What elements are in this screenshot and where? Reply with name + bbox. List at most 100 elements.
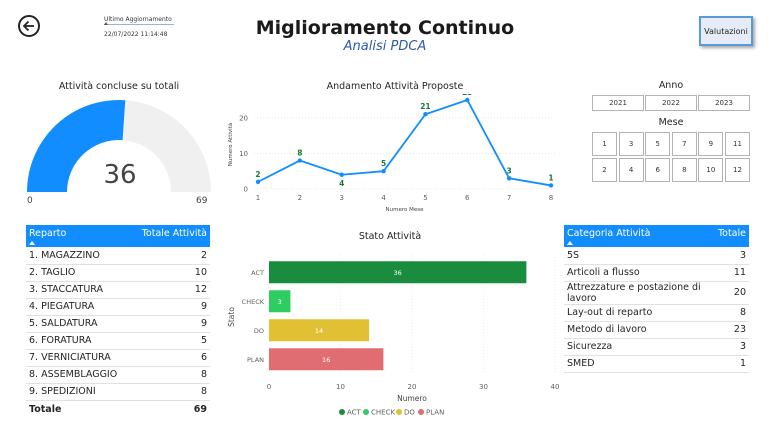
- line-point[interactable]: [548, 183, 554, 188]
- line-data-label: 2: [255, 170, 260, 179]
- mese-option[interactable]: 9: [698, 132, 724, 156]
- categoria-row-label: Attrezzature e postazione di lavoro: [564, 281, 715, 305]
- line-y-tick: 0: [244, 186, 248, 194]
- reparto-row-value: 6: [130, 349, 210, 367]
- categoria-row[interactable]: Sicurezza 3: [564, 338, 749, 356]
- bar-chart-title: Stato Attività: [358, 231, 422, 242]
- reparto-row[interactable]: 6. FORATURA 5: [26, 332, 210, 350]
- gauge-max: 69: [196, 196, 208, 206]
- reparto-table: Reparto Totale Attività 1. MAGAZZINO 2 2. …: [26, 225, 210, 418]
- legend-marker-act: [339, 409, 345, 415]
- line-x-tick: 4: [381, 194, 386, 202]
- valutazioni-button[interactable]: Valutazioni: [699, 16, 753, 46]
- categoria-row-label: Articoli a flusso: [564, 264, 715, 282]
- bar-x-tick: 0: [267, 383, 271, 391]
- back-arrow-icon[interactable]: [18, 15, 40, 37]
- bar-chart: 0 10 20 30 40 Numero Stato ACT 36 CHECK 3 DO 14 PLAN 1…: [227, 254, 559, 417]
- reparto-row[interactable]: 5. SALDATURA 9: [26, 315, 210, 333]
- legend-marker-plan: [418, 409, 424, 415]
- reparto-row[interactable]: 2. TAGLIO 10: [26, 264, 210, 282]
- bar-value-label: 3: [278, 298, 282, 306]
- line-point[interactable]: [465, 97, 470, 103]
- reparto-row[interactable]: 3. STACCATURA 12: [26, 281, 210, 299]
- bar-category-label: CHECK: [242, 298, 265, 306]
- reparto-row-value: 12: [130, 281, 210, 299]
- reparto-row-label: 1. MAGAZZINO: [26, 247, 131, 265]
- line-data-label: 8: [297, 149, 302, 158]
- reparto-row-value: 10: [130, 264, 210, 282]
- sort-asc-icon: [567, 241, 573, 245]
- categoria-row-value: 11: [714, 264, 749, 282]
- mese-option[interactable]: 7: [671, 132, 697, 156]
- line-x-tick: 3: [339, 194, 343, 202]
- reparto-row[interactable]: 9. SPEDIZIONI 8: [26, 383, 210, 401]
- mese-option[interactable]: 6: [645, 158, 671, 182]
- reparto-row[interactable]: 8. ASSEMBLAGGIO 8: [26, 366, 210, 384]
- gauge-min: 0: [27, 196, 33, 206]
- bar-plan[interactable]: [269, 348, 384, 371]
- categoria-row[interactable]: 5S 3: [564, 247, 749, 265]
- anno-option[interactable]: 2022: [645, 95, 697, 111]
- total-label: Totale: [26, 399, 131, 418]
- anno-option[interactable]: 2023: [698, 95, 750, 111]
- back-arrow-glyph: [22, 20, 34, 32]
- line-y-tick: 20: [239, 114, 248, 122]
- line-point[interactable]: [255, 179, 261, 185]
- mese-option[interactable]: 12: [725, 158, 750, 182]
- reparto-row-value: 5: [130, 332, 210, 350]
- line-point[interactable]: [423, 112, 428, 117]
- bar-category-label: PLAN: [247, 356, 264, 364]
- bar-check[interactable]: [269, 290, 291, 313]
- categoria-row[interactable]: SMED 1: [564, 355, 749, 373]
- line-x-tick: 6: [465, 194, 470, 202]
- reparto-row[interactable]: 1. MAGAZZINO 2: [26, 247, 210, 265]
- line-point[interactable]: [381, 169, 386, 174]
- mese-option[interactable]: 5: [645, 132, 671, 156]
- mese-option[interactable]: 11: [725, 132, 750, 156]
- mese-option[interactable]: 10: [698, 158, 724, 182]
- categoria-row-label: 5S: [564, 247, 715, 265]
- totale-attivita-header[interactable]: Totale Attività: [130, 225, 210, 247]
- mese-option[interactable]: 8: [671, 158, 697, 182]
- categoria-row-value: 1: [714, 355, 749, 373]
- reparto-row-label: 5. SALDATURA: [26, 315, 131, 333]
- categoria-row[interactable]: Articoli a flusso 11: [564, 264, 749, 282]
- reparto-row-value: 2: [130, 247, 210, 265]
- line-chart-title: Andamento Attività Proposte: [326, 81, 464, 92]
- line-x-tick: 5: [423, 194, 427, 202]
- categoria-row[interactable]: Lay-out di reparto 8: [564, 304, 749, 322]
- gauge-fill: [27, 100, 126, 192]
- line-series: [257, 98, 552, 187]
- categoria-row-value: 3: [714, 247, 749, 265]
- bar-do[interactable]: [269, 319, 370, 342]
- sort-asc-icon: [29, 241, 35, 245]
- reparto-row-value: 8: [130, 383, 210, 401]
- categoria-totale-header[interactable]: Totale: [714, 225, 749, 247]
- line-point[interactable]: [339, 172, 344, 177]
- categoria-header[interactable]: Categoria Attività: [564, 225, 715, 247]
- line-data-label: 3: [507, 166, 512, 175]
- mese-option[interactable]: 3: [618, 132, 644, 156]
- mese-option[interactable]: 4: [618, 158, 644, 182]
- line-point[interactable]: [506, 176, 512, 181]
- reparto-row[interactable]: 4. PIEGATURA 9: [26, 298, 210, 316]
- line-x-axis-label: Numero Mese: [386, 207, 425, 213]
- categoria-row[interactable]: Attrezzature e postazione di lavoro 20: [564, 281, 749, 305]
- categoria-row[interactable]: Metodo di lavoro 23: [564, 321, 749, 339]
- mese-option[interactable]: 1: [592, 132, 617, 156]
- anno-option[interactable]: 2021: [592, 95, 644, 111]
- bar-act[interactable]: [269, 261, 527, 284]
- legend-label: CHECK: [371, 409, 395, 417]
- legend-label: PLAN: [426, 409, 444, 417]
- line-point[interactable]: [297, 158, 303, 163]
- reparto-row-value: 9: [130, 315, 210, 333]
- reparto-header[interactable]: Reparto: [26, 225, 131, 247]
- last-update-slider-handle: [104, 22, 108, 25]
- bar-x-axis-label: Numero: [397, 394, 427, 403]
- reparto-row-label: 4. PIEGATURA: [26, 298, 131, 316]
- legend-label: DO: [404, 409, 415, 417]
- reparto-row[interactable]: 7. VERNICIATURA 6: [26, 349, 210, 367]
- gauge-chart: [27, 100, 211, 192]
- last-update-slider-track: [104, 24, 174, 25]
- mese-option[interactable]: 2: [592, 158, 617, 182]
